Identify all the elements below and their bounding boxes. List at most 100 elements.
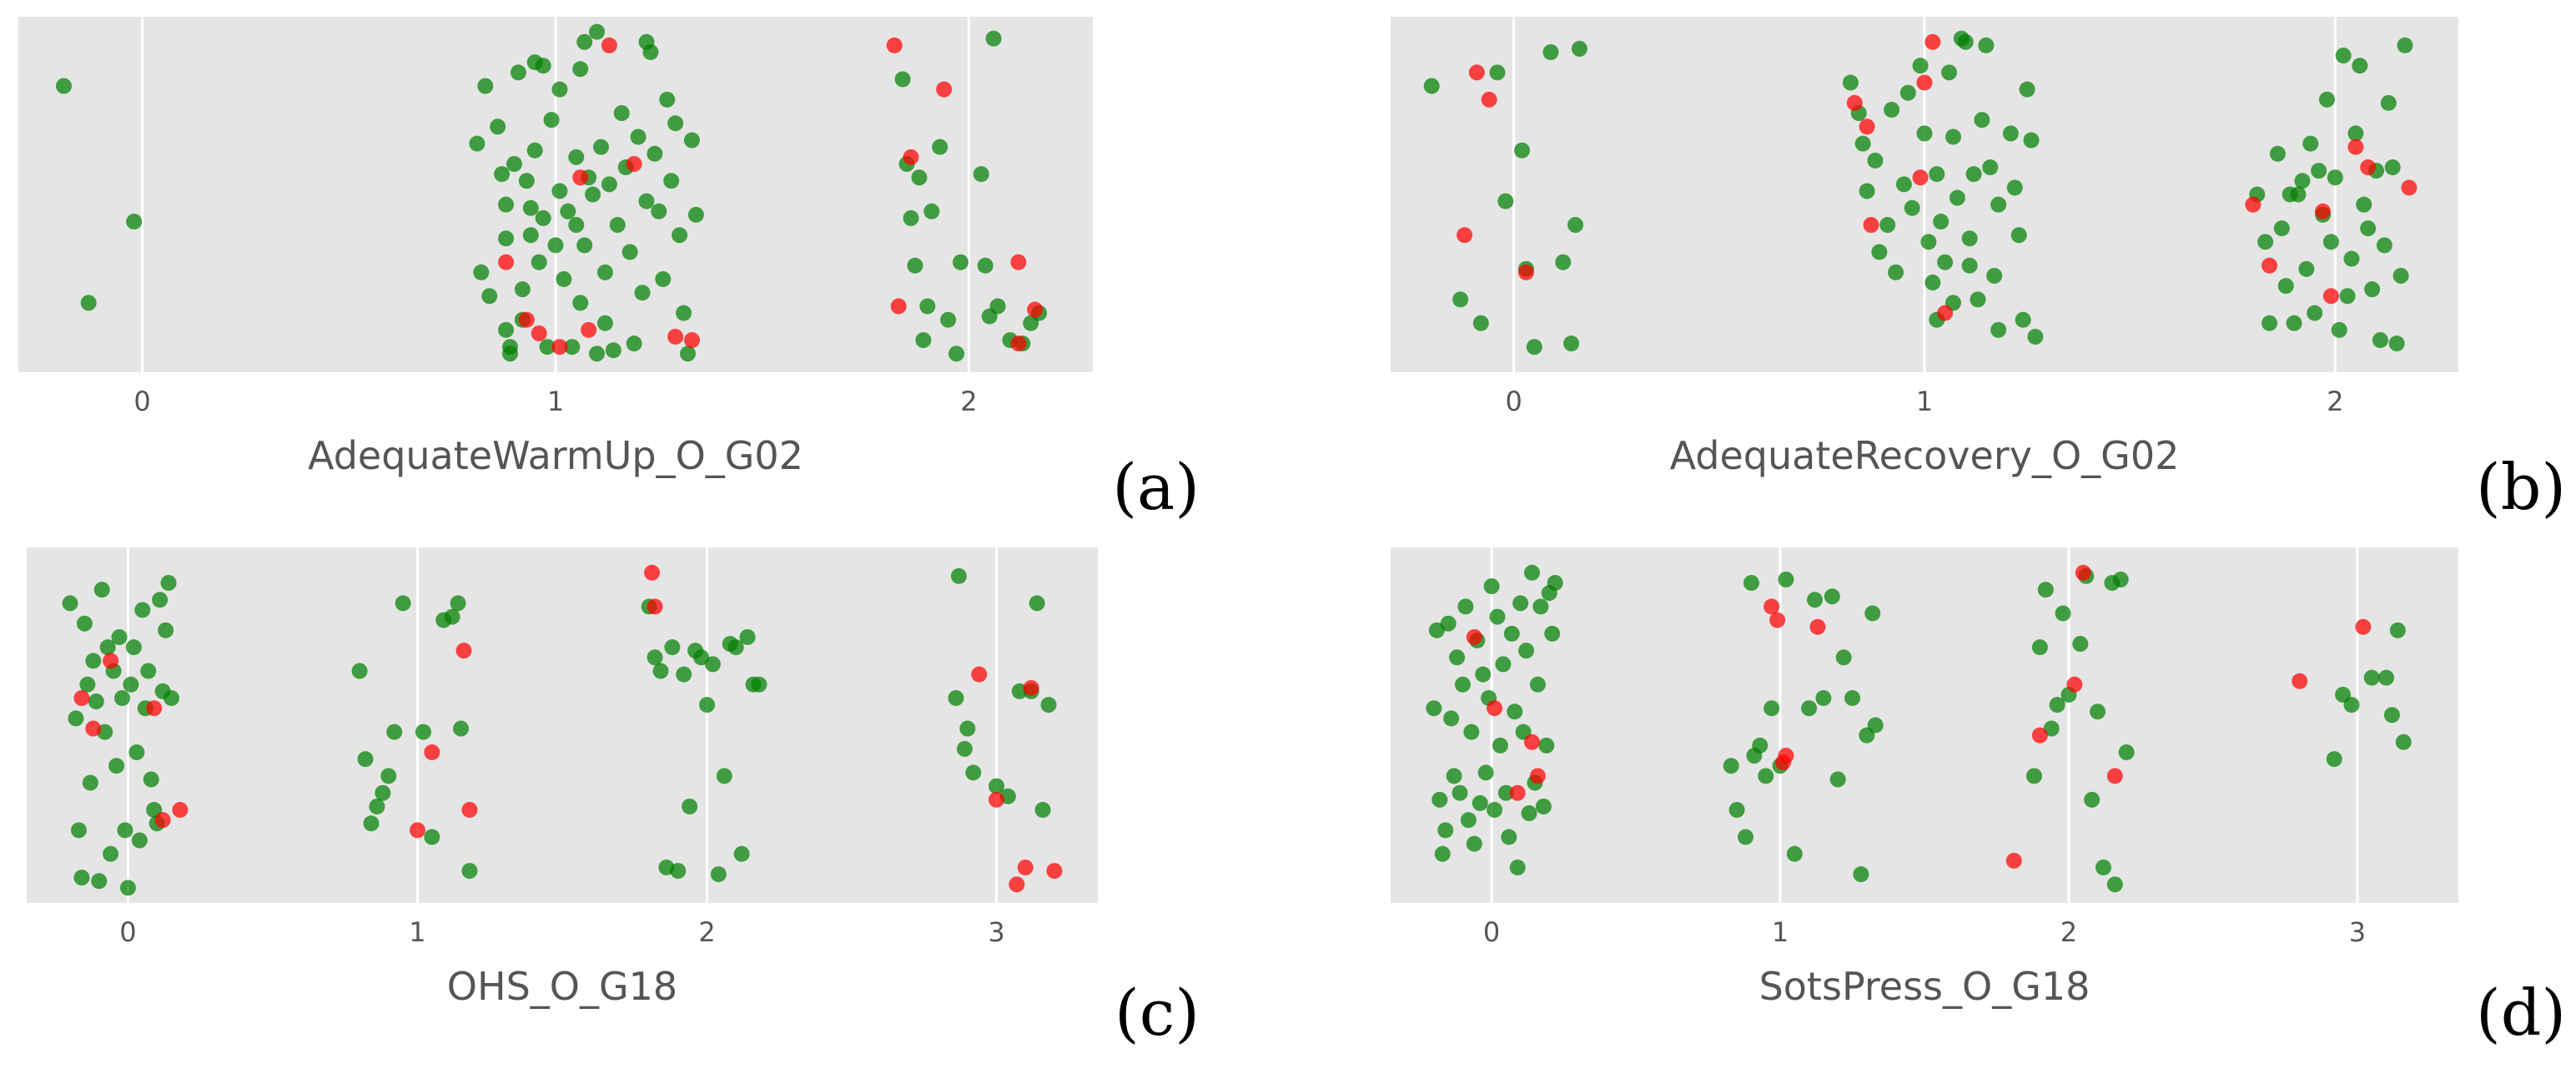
green-point: [99, 639, 116, 656]
green-point: [1443, 710, 1460, 727]
gridlines-c: [126, 547, 999, 903]
red-point: [1509, 784, 1526, 801]
red-point: [1481, 91, 1497, 108]
green-point: [103, 845, 119, 862]
green-point: [1957, 33, 1974, 50]
green-point: [903, 209, 919, 226]
red-point: [683, 332, 700, 349]
green-point: [514, 281, 531, 298]
green-point: [134, 602, 151, 618]
green-point: [2307, 305, 2323, 321]
red-point: [890, 298, 907, 315]
red-point: [2262, 257, 2278, 274]
red-point: [2245, 196, 2262, 213]
red-point: [103, 653, 119, 669]
green-point: [1535, 798, 1552, 814]
green-point: [1034, 802, 1051, 818]
green-point: [1544, 625, 1561, 642]
green-point: [1428, 622, 1445, 638]
red-point: [647, 598, 663, 615]
red-point: [1023, 679, 1039, 696]
green-point: [1423, 78, 1440, 94]
green-point: [369, 798, 385, 814]
green-point: [1801, 700, 1818, 717]
green-point: [1879, 217, 1896, 234]
green-point: [386, 724, 403, 740]
green-point: [2023, 132, 2040, 149]
green-point: [1752, 737, 1768, 754]
panel-c: 0 1 2 3 OHS_O_G18 (c): [27, 547, 1200, 1050]
green-point: [490, 118, 506, 135]
red-point: [1769, 612, 1786, 628]
green-point: [2395, 734, 2412, 750]
points-c: [62, 564, 1063, 896]
green-point: [2347, 125, 2364, 142]
plot-area-d: [1391, 547, 2458, 903]
green-point: [1538, 737, 1555, 754]
green-point: [1457, 598, 1474, 615]
green-point: [68, 710, 84, 727]
green-point: [2378, 669, 2395, 686]
red-point: [989, 791, 1005, 808]
red-point: [1466, 628, 1482, 645]
green-point: [556, 271, 572, 287]
green-point: [108, 758, 125, 774]
green-point: [716, 768, 732, 784]
green-point: [940, 311, 957, 328]
green-point: [560, 203, 576, 219]
green-point: [2037, 582, 2054, 598]
green-point: [1483, 578, 1500, 595]
red-point: [1468, 64, 1485, 81]
green-point: [82, 774, 98, 791]
green-point: [2384, 159, 2401, 176]
red-point: [1924, 33, 1941, 50]
green-point: [1487, 802, 1503, 818]
green-point: [1571, 40, 1587, 57]
green-point: [518, 173, 535, 189]
red-point: [498, 254, 515, 270]
red-point: [1487, 700, 1503, 717]
green-point: [1899, 84, 1916, 101]
green-point: [2294, 173, 2311, 189]
green-point: [2090, 703, 2106, 720]
green-point: [502, 345, 519, 362]
panel-b: 0 1 2 AdequateRecovery_O_G02 (b): [1391, 17, 2566, 524]
green-point: [498, 196, 515, 213]
green-point: [1529, 676, 1546, 693]
red-point: [2031, 727, 2048, 744]
green-point: [676, 305, 692, 321]
green-point: [114, 690, 131, 707]
green-point: [609, 217, 626, 234]
green-point: [55, 78, 72, 94]
green-point: [1904, 199, 1920, 216]
green-point: [2112, 571, 2129, 587]
green-point: [1842, 74, 1859, 91]
x-ticks-d: 0 1 2 3: [1483, 916, 2366, 948]
green-point: [2352, 58, 2368, 74]
x-axis-label-c: OHS_O_G18: [447, 964, 677, 1009]
green-point: [73, 870, 90, 886]
x-tick-label: 2: [698, 916, 715, 948]
green-point: [1437, 822, 1454, 839]
green-point: [1970, 291, 1986, 308]
green-point: [2298, 260, 2315, 277]
green-point: [357, 751, 374, 768]
green-point: [989, 298, 1006, 315]
green-point: [1475, 666, 1492, 683]
green-point: [670, 863, 687, 880]
green-point: [2049, 697, 2065, 714]
green-point: [1961, 230, 1978, 247]
green-point: [733, 845, 750, 862]
red-point: [1859, 118, 1875, 135]
green-point: [2290, 186, 2307, 203]
red-point: [172, 802, 189, 818]
green-point: [2286, 315, 2302, 331]
green-point: [1542, 43, 1559, 60]
green-point: [2010, 227, 2027, 244]
red-point: [1457, 227, 1473, 244]
green-point: [1454, 676, 1471, 693]
green-point: [424, 829, 440, 845]
green-point: [1426, 700, 1442, 717]
green-point: [1489, 64, 1506, 81]
red-point: [1846, 94, 1863, 111]
